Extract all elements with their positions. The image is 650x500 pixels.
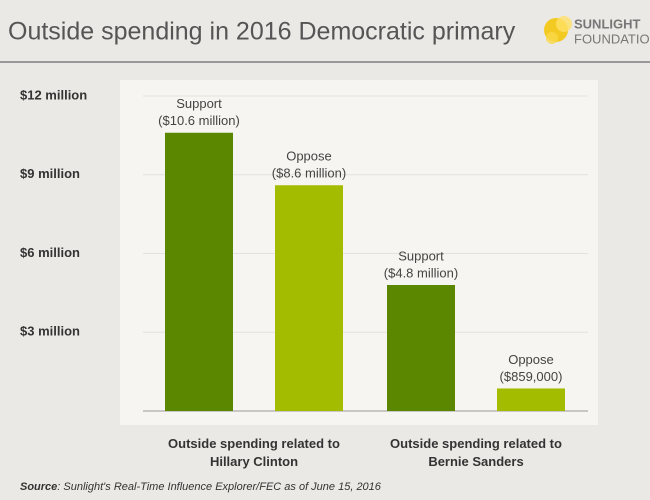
logo-text: FOUNDATION (574, 31, 650, 46)
bar-series-label: Oppose (508, 352, 554, 367)
source-text: : Sunlight's Real-Time Influence Explore… (57, 481, 381, 493)
y-tick-label: $6 million (20, 245, 80, 260)
chart-title: Outside spending in 2016 Democratic prim… (8, 18, 516, 46)
bar (165, 132, 233, 411)
y-tick-label: $9 million (20, 166, 80, 181)
logo-text: SUNLIGHT (574, 16, 641, 31)
bar (275, 185, 343, 411)
value-label: ($4.8 million) (384, 265, 458, 280)
y-tick-label: $3 million (20, 324, 80, 339)
value-label: ($859,000) (500, 369, 563, 384)
source-label: Source (20, 481, 58, 493)
x-tick-label: Outside spending related to Hillary Clin… (168, 436, 340, 469)
bar (497, 388, 565, 411)
bar (387, 285, 455, 411)
x-tick-label: Outside spending related to Bernie Sande… (390, 436, 562, 469)
source: Source: Sunlight's Real-Time Influence E… (20, 481, 381, 493)
value-label: ($8.6 million) (272, 166, 346, 181)
bar-series-label: Oppose (286, 149, 332, 164)
bar-series-label: Support (398, 248, 444, 263)
logo-icon (544, 16, 572, 44)
value-label: ($10.6 million) (158, 113, 240, 128)
bar-series-label: Support (176, 96, 222, 111)
y-tick-label: $12 million (20, 87, 87, 102)
